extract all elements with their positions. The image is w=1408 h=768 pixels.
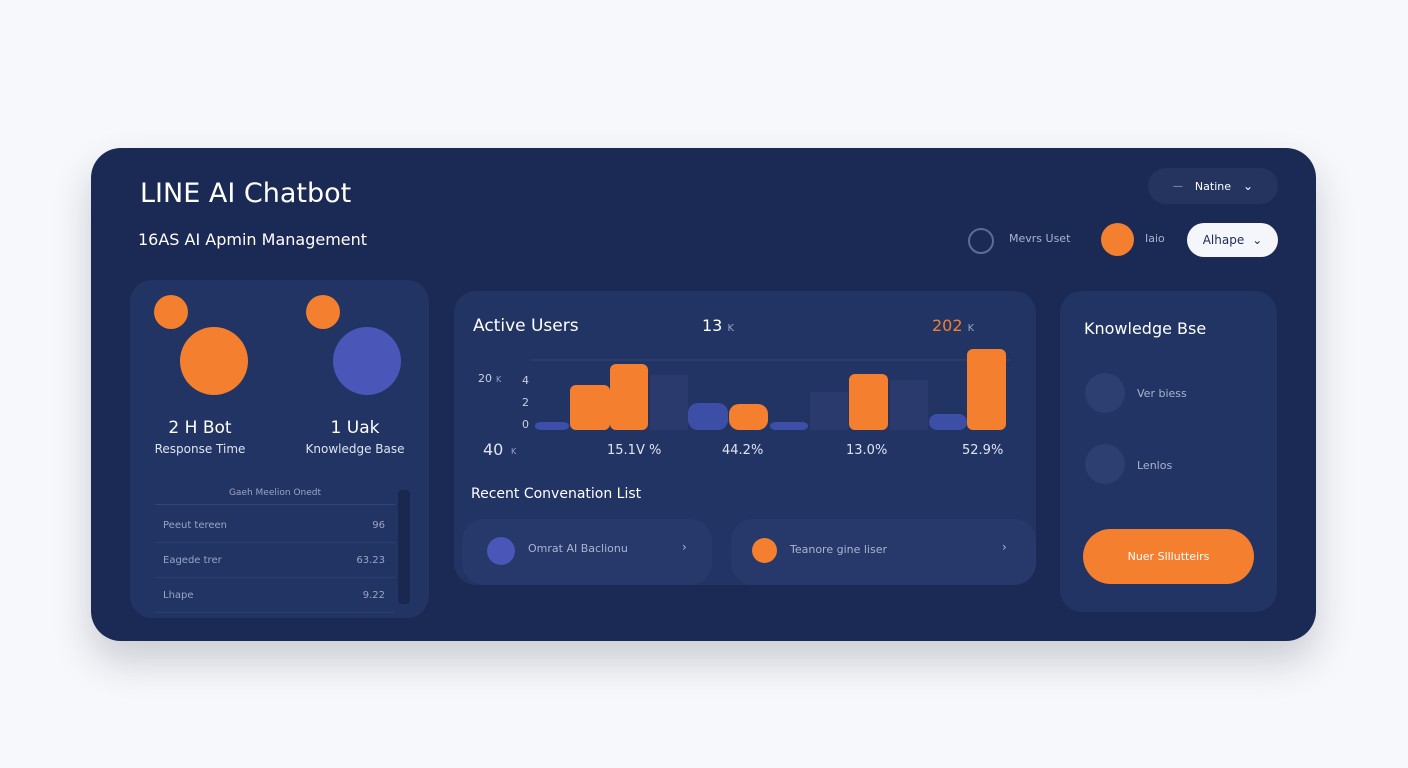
status-avatar[interactable] (1101, 223, 1134, 256)
count-value: 202 (932, 316, 963, 335)
conversation-name: Omrat AI Baclionu (528, 542, 628, 555)
stat-value: 2 H Bot (168, 418, 232, 438)
chart-bars (530, 349, 1010, 430)
conversation-name: Teanore gine liser (790, 543, 888, 556)
avatar (752, 538, 777, 563)
bar (535, 422, 569, 430)
row-label: Peeut tereen (163, 520, 228, 531)
table-header: Gaeh Meelion Onedt (155, 488, 395, 505)
footer-value: 15.1V % (607, 443, 662, 458)
chevron: ⌄ (1243, 179, 1254, 193)
row-divider (155, 577, 395, 578)
bar (929, 414, 967, 430)
stat-value: 1 Uak (330, 418, 380, 438)
stat-label: Knowledge Base (305, 442, 405, 456)
conversation-item[interactable] (731, 519, 1036, 585)
bar (770, 422, 808, 430)
count-value: 13 (702, 316, 723, 335)
bar (570, 385, 610, 430)
chart-title: Active Users (473, 316, 579, 336)
item-label[interactable]: Lenlos (1137, 459, 1173, 472)
bar-bg (890, 380, 928, 430)
menu-icon: — (1172, 180, 1183, 192)
select-dropdown[interactable]: Alhape ⌄ (1187, 223, 1278, 257)
kb-icon (333, 327, 401, 395)
item-label[interactable]: Ver biess (1137, 387, 1187, 400)
title: LINE AI Chatbot (140, 178, 352, 209)
chevron: › (1002, 540, 1007, 554)
row-label: Eagede trer (163, 555, 222, 566)
count: 202 K (932, 316, 974, 335)
avatar (487, 537, 515, 565)
chevron: ⌄ (1252, 233, 1263, 247)
item-icon (1085, 373, 1125, 413)
bubble-icon (306, 295, 340, 329)
row-divider (155, 542, 395, 543)
bar (967, 349, 1006, 430)
footer-value: 44.2% (722, 443, 764, 458)
panel-title: Knowledge Bse (1084, 319, 1207, 338)
footer-value: 13.0% (846, 443, 888, 458)
row-value: 9.22 (362, 590, 385, 601)
bar (729, 404, 768, 430)
bar (610, 364, 648, 430)
axis-label: 4 (522, 374, 529, 387)
status-label: Iaio (1145, 232, 1165, 245)
bar-bg (650, 375, 688, 430)
count: 13 K (702, 316, 734, 335)
scrollbar[interactable] (398, 490, 410, 604)
bar-bg (810, 392, 848, 430)
subtitle: 16AS AI Apmin Management (138, 230, 368, 249)
count-unit: K (727, 323, 735, 334)
user-icon[interactable] (968, 228, 994, 254)
list-title: Recent Convenation List (471, 486, 642, 502)
action-button[interactable]: Nuer Slllutteirs (1083, 529, 1254, 584)
bubble-icon (154, 295, 188, 329)
row-value: 96 (372, 520, 385, 531)
bot-icon (180, 327, 248, 395)
axis-label: 0 (522, 418, 529, 431)
row-divider (155, 612, 395, 613)
axis-label: 20 (478, 372, 492, 385)
row-label: Lhape (163, 590, 194, 601)
chevron: › (682, 540, 687, 554)
menu-dropdown[interactable]: — Natine ⌄ (1148, 168, 1278, 204)
axis-unit: K (496, 375, 502, 384)
bar (849, 374, 888, 430)
footer-value: 52.9% (962, 443, 1004, 458)
menu-label: Natine (1194, 179, 1231, 193)
select-label: Alhape (1202, 233, 1245, 247)
row-value: 63.23 (356, 555, 385, 566)
axis-label: 2 (522, 396, 529, 409)
button-label: Nuer Slllutteirs (1127, 550, 1210, 563)
item-icon (1085, 444, 1125, 484)
user-label[interactable]: Mevrs Uset (1009, 232, 1071, 245)
stat-label: Response Time (154, 442, 246, 456)
footer-value: 40 (483, 440, 504, 459)
bar (688, 403, 728, 430)
count-unit: K (967, 323, 975, 334)
footer-unit: K (511, 447, 517, 456)
